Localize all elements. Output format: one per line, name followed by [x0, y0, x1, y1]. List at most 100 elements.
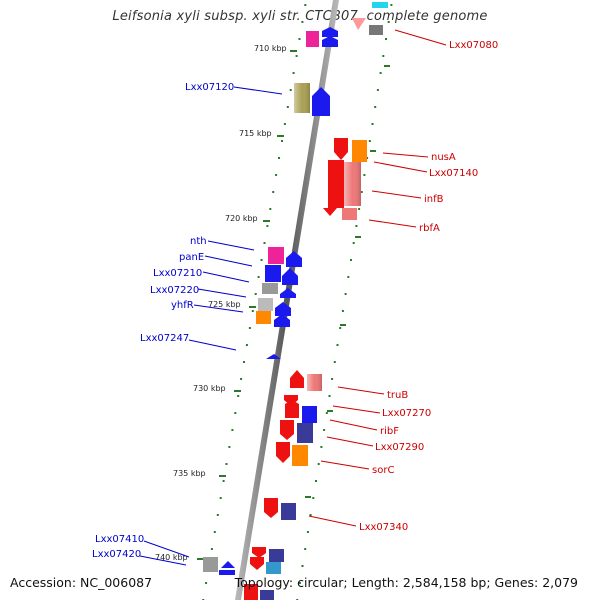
gene-arrow[interactable]	[275, 302, 291, 316]
gene-label-ribF[interactable]: ribF	[380, 426, 399, 437]
gene-block[interactable]	[260, 590, 274, 600]
gene-block[interactable]	[256, 311, 271, 324]
gene-label-truB[interactable]: truB	[387, 390, 408, 401]
right-gene-labels	[308, 29, 447, 527]
kbp-label: 715 kbp	[239, 129, 272, 138]
gene-arrow[interactable]	[280, 288, 296, 298]
gene-arrow[interactable]	[276, 442, 290, 463]
tick-dot	[257, 276, 260, 278]
tick-track-right	[296, 4, 393, 600]
gene-arrow[interactable]	[312, 87, 330, 116]
gene-arrow[interactable]	[323, 208, 337, 216]
gene-label-rbfA[interactable]: rbfA	[419, 223, 440, 234]
gene-label-Lxx07140[interactable]: Lxx07140	[429, 168, 478, 179]
gene-block[interactable]	[203, 557, 218, 572]
gene-arrow[interactable]	[221, 561, 235, 568]
gene-arrow[interactable]	[274, 314, 290, 327]
tick-dot	[278, 157, 280, 159]
tick-dot	[251, 310, 254, 312]
gene-label-Lxx07290[interactable]: Lxx07290	[375, 442, 424, 453]
gene-label-Lxx07080[interactable]: Lxx07080	[449, 40, 498, 51]
gene-block[interactable]	[262, 283, 278, 294]
tick-dot	[272, 191, 275, 193]
tick-dot	[309, 514, 312, 516]
tick-dot	[371, 123, 374, 125]
gene-block[interactable]	[258, 298, 273, 311]
gene-block[interactable]	[292, 445, 308, 466]
gene-label-Lxx07220[interactable]: Lxx07220	[150, 285, 199, 296]
gene-block[interactable]	[266, 562, 281, 574]
gene-block[interactable]	[265, 265, 281, 282]
gene-block[interactable]	[369, 25, 383, 35]
gene-label-Lxx07420[interactable]: Lxx07420	[92, 549, 141, 560]
tick-dot	[260, 259, 263, 261]
gene-label-Lxx07410[interactable]: Lxx07410	[95, 534, 144, 545]
gene-block[interactable]	[244, 584, 258, 600]
gene-arrow[interactable]	[352, 18, 366, 30]
gene-block[interactable]	[281, 503, 296, 520]
gene-arrow[interactable]	[264, 498, 278, 518]
tick-dot	[306, 531, 309, 533]
gene-arrow[interactable]	[282, 268, 298, 285]
tick-dot	[298, 582, 301, 584]
gene-arrow[interactable]	[250, 557, 264, 570]
gene-arrow[interactable]	[284, 395, 298, 406]
gene-block[interactable]	[302, 406, 317, 423]
gene-arrow[interactable]	[334, 138, 348, 160]
gene-block[interactable]	[269, 549, 284, 562]
gene-block[interactable]	[268, 247, 284, 264]
gene-arrow[interactable]	[290, 370, 304, 388]
gene-label-panE[interactable]: panE	[179, 252, 204, 263]
gene-arrow[interactable]	[280, 420, 294, 440]
gene-label-Lxx07270[interactable]: Lxx07270	[382, 408, 431, 419]
tick-dot	[275, 174, 278, 176]
gene-block[interactable]	[352, 140, 367, 162]
gene-label-Lxx07210[interactable]: Lxx07210	[153, 268, 202, 279]
gene-label-Lxx07247[interactable]: Lxx07247	[140, 333, 189, 344]
map-title: Leifsonia xyli subsp. xyli str. CTCB07, …	[112, 9, 488, 24]
gene-arrow[interactable]	[219, 570, 235, 575]
tick-dot	[385, 38, 387, 40]
tick-dot	[222, 480, 225, 482]
gene-arrow[interactable]	[285, 400, 299, 418]
tick-dot	[368, 140, 371, 142]
gene-arrow[interactable]	[252, 547, 266, 558]
tick-dot	[376, 89, 379, 91]
gene-arrow[interactable]	[322, 27, 338, 37]
gene-label-nth[interactable]: nth	[190, 236, 207, 247]
gene-label-sorC[interactable]: sorC	[372, 465, 394, 476]
tick-dot	[350, 259, 352, 261]
gene-label-yhfR[interactable]: yhfR	[171, 300, 194, 311]
tick-dot	[390, 4, 393, 6]
gene-block[interactable]	[306, 31, 319, 47]
gene-label-Lxx07340[interactable]: Lxx07340	[359, 522, 408, 533]
gene-label-nusA[interactable]: nusA	[431, 152, 456, 163]
tick-dot	[317, 463, 320, 465]
tick-dot	[289, 89, 292, 91]
gene-arrow[interactable]	[322, 36, 338, 47]
tick-dot	[210, 548, 213, 550]
tick-dot	[301, 565, 304, 567]
gene-block[interactable]	[372, 2, 388, 8]
gene-block[interactable]	[328, 160, 344, 208]
kbp-label: 735 kbp	[173, 469, 206, 478]
tick-dot	[286, 106, 289, 108]
gene-block[interactable]	[342, 208, 357, 220]
accession-text: Accession: NC_006087	[10, 575, 153, 590]
tick-dot	[341, 310, 344, 312]
gene-label-infB[interactable]: infB	[424, 194, 444, 205]
tick-dot	[205, 582, 208, 584]
tick-dot	[298, 38, 301, 40]
gene-arrow[interactable]	[266, 354, 281, 359]
tick-dot	[281, 140, 283, 142]
genome-backbone	[235, 0, 339, 600]
tick-dot	[312, 497, 315, 499]
genome-stats-text: Topology: circular; Length: 2,584,158 bp…	[234, 575, 578, 590]
tick-dot	[328, 395, 331, 397]
gene-arrow[interactable]	[286, 251, 302, 267]
gene-block[interactable]	[297, 423, 313, 443]
tick-dot	[228, 446, 231, 448]
left-gene-labels	[139, 86, 283, 566]
gene-label-Lxx07120[interactable]: Lxx07120	[185, 82, 234, 93]
